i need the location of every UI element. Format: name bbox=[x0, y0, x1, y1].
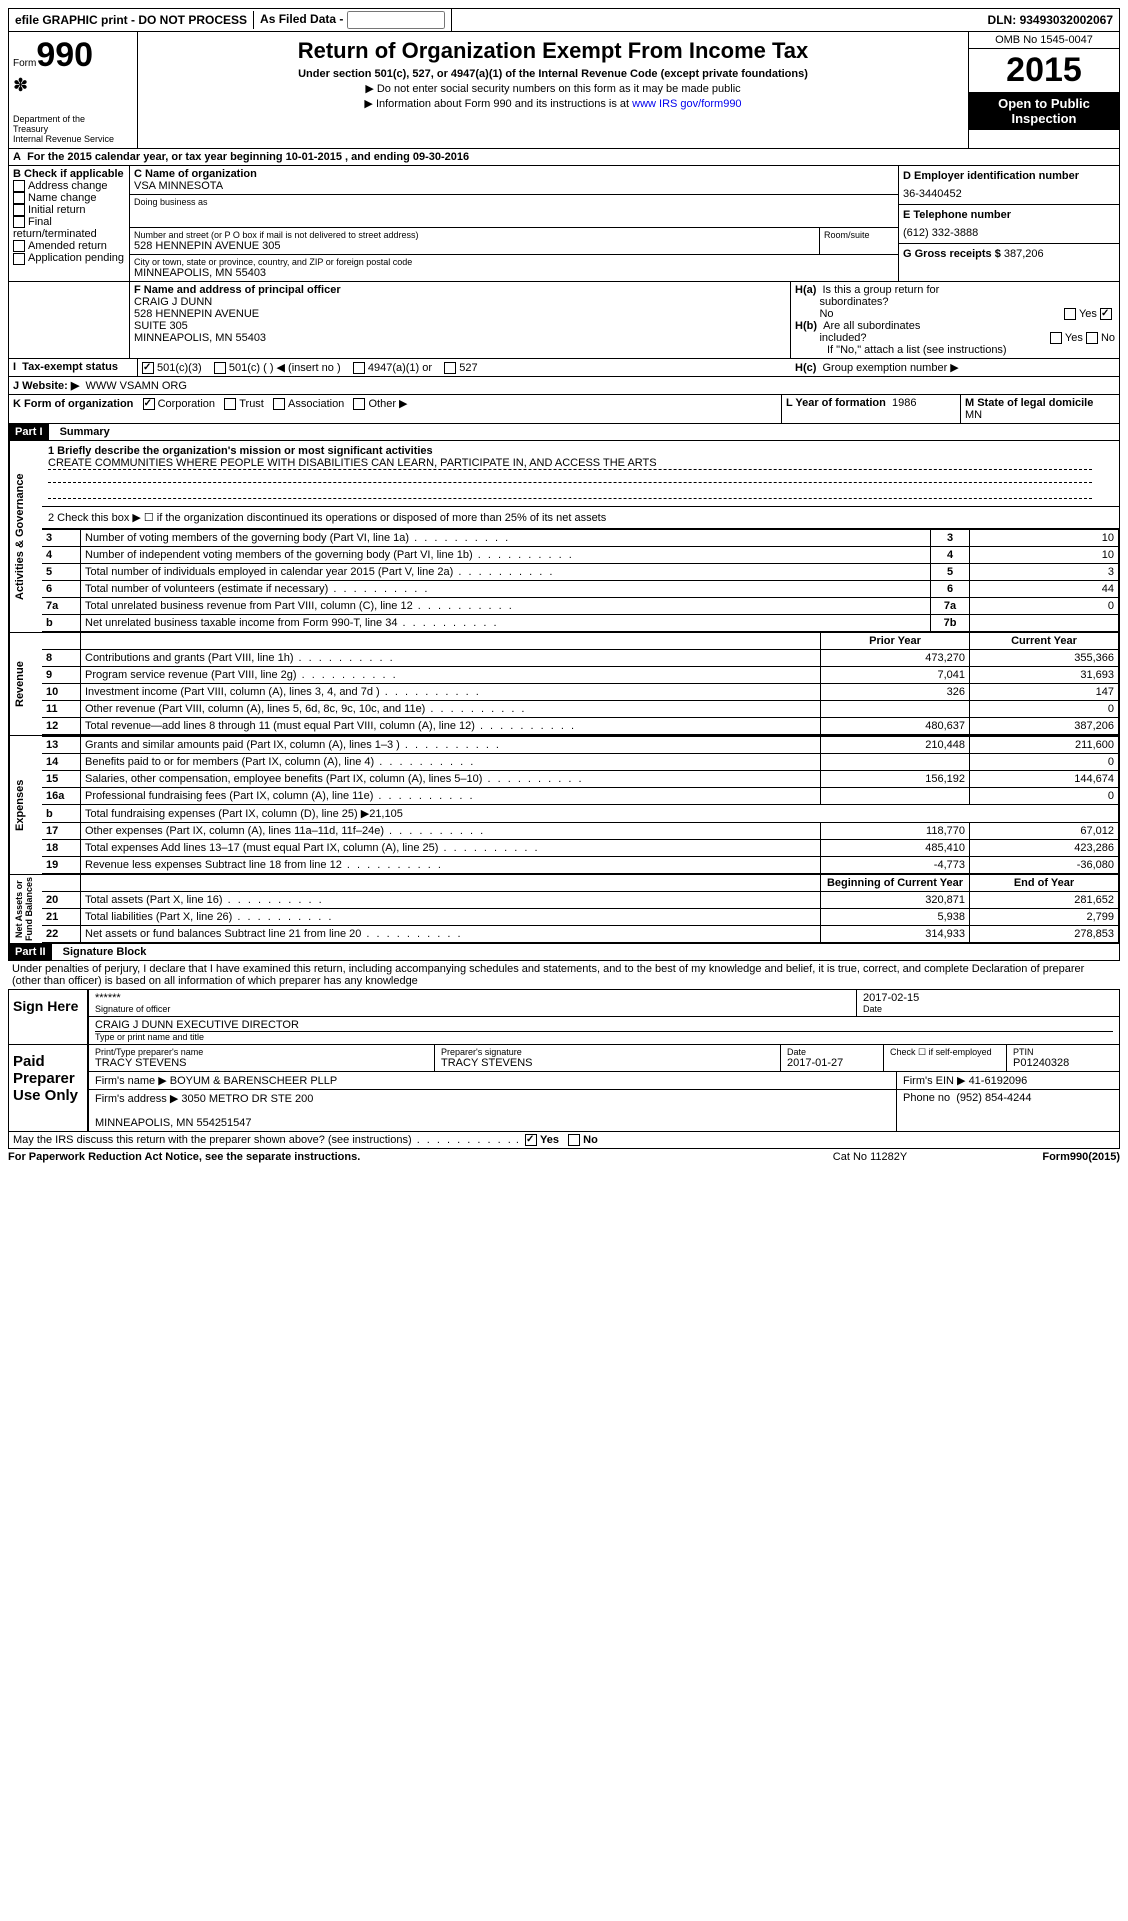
section-h: H(a) Is this a group return for subordin… bbox=[791, 282, 1119, 358]
org-street: 528 HENNEPIN AVENUE 305 bbox=[134, 240, 815, 252]
org-name: VSA MINNESOTA bbox=[134, 180, 894, 192]
officer-name: CRAIG J DUNN EXECUTIVE DIRECTOR bbox=[95, 1019, 1113, 1032]
section-c: C Name of organization VSA MINNESOTA Doi… bbox=[130, 166, 899, 281]
cat-no: Cat No 11282Y bbox=[770, 1151, 970, 1163]
line-l: L Year of formation 1986 bbox=[782, 395, 961, 423]
form-number: 990 bbox=[36, 36, 93, 74]
form-note2: ▶ Information about Form 990 and its ins… bbox=[146, 97, 960, 110]
open-inspection: Open to Public Inspection bbox=[969, 92, 1119, 130]
phone: (612) 332-3888 bbox=[903, 227, 1115, 239]
vlabel-netassets: Net Assets orFund Balances bbox=[9, 875, 42, 943]
line-i-opts: 501(c)(3) 501(c) ( ) ◀ (insert no ) 4947… bbox=[138, 359, 791, 376]
form-note1: ▶ Do not enter social security numbers o… bbox=[146, 82, 960, 95]
firm-ein: 41-6192096 bbox=[969, 1075, 1028, 1087]
efile-label: efile GRAPHIC print - DO NOT PROCESS bbox=[9, 11, 254, 29]
part2-title: Signature Block bbox=[55, 946, 147, 958]
firm-name: BOYUM & BARENSCHEER PLLP bbox=[170, 1075, 338, 1087]
dept-label: Department of theTreasuryInternal Revenu… bbox=[13, 114, 133, 144]
asfiled-input[interactable] bbox=[347, 11, 445, 29]
line-k: K Form of organization Corporation Trust… bbox=[9, 395, 782, 423]
checkbox-application-pending[interactable]: Application pending bbox=[13, 252, 125, 264]
section-f: F Name and address of principal officer … bbox=[130, 282, 791, 358]
firm-phone: (952) 854-4244 bbox=[956, 1092, 1031, 1104]
line-m: M State of legal domicileMN bbox=[961, 395, 1119, 423]
expenses-table: 13Grants and similar amounts paid (Part … bbox=[42, 736, 1119, 874]
discuss-question: May the IRS discuss this return with the… bbox=[9, 1132, 1119, 1148]
line2: 2 Check this box ▶ ☐ if the organization… bbox=[42, 507, 1119, 529]
checkbox-final-return-terminated[interactable]: Final return/terminated bbox=[13, 216, 125, 240]
checkbox-address-change[interactable]: Address change bbox=[13, 180, 125, 192]
irs-link[interactable]: www IRS gov/form990 bbox=[632, 98, 741, 110]
declaration: Under penalties of perjury, I declare th… bbox=[8, 961, 1120, 989]
paid-preparer-label: Paid Preparer Use Only bbox=[9, 1045, 87, 1131]
ptin: P01240328 bbox=[1013, 1057, 1113, 1069]
form-header: Form990 ✽ Department of theTreasuryInter… bbox=[8, 32, 1120, 149]
line-i-label: I Tax-exempt status bbox=[9, 359, 138, 376]
gross-receipts: 387,206 bbox=[1004, 248, 1044, 260]
line1-label: 1 Briefly describe the organization's mi… bbox=[48, 445, 433, 457]
preparer-sig: TRACY STEVENS bbox=[441, 1057, 774, 1069]
ein: 36-3440452 bbox=[903, 188, 1115, 200]
mission-text: CREATE COMMUNITIES WHERE PEOPLE WITH DIS… bbox=[48, 457, 1092, 470]
form-subtitle: Under section 501(c), 527, or 4947(a)(1)… bbox=[146, 68, 960, 80]
asfiled-label: As Filed Data - bbox=[254, 9, 452, 31]
vlabel-expenses: Expenses bbox=[9, 736, 42, 874]
line-hc: H(c) Group exemption number ▶ bbox=[791, 359, 1119, 376]
sig-date: 2017-02-15 bbox=[863, 992, 1113, 1004]
section-deg: D Employer identification number 36-3440… bbox=[899, 166, 1119, 281]
dln: DLN: 93493032002067 bbox=[982, 11, 1119, 29]
form-footer: Form990(2015) bbox=[970, 1151, 1120, 1163]
firm-city: MINNEAPOLIS, MN 554251547 bbox=[95, 1117, 252, 1129]
top-bar: efile GRAPHIC print - DO NOT PROCESS As … bbox=[8, 8, 1120, 32]
form-title: Return of Organization Exempt From Incom… bbox=[146, 38, 960, 64]
checkbox-initial-return[interactable]: Initial return bbox=[13, 204, 125, 216]
omb-number: OMB No 1545-0047 bbox=[969, 32, 1119, 49]
part1-title: Summary bbox=[52, 426, 110, 438]
vlabel-governance: Activities & Governance bbox=[9, 441, 42, 632]
part1-header: Part I bbox=[9, 424, 49, 440]
part2-header: Part II bbox=[9, 944, 52, 960]
sig-stars: ****** bbox=[95, 992, 850, 1004]
firm-addr: 3050 METRO DR STE 200 bbox=[181, 1093, 313, 1105]
governance-table: 3Number of voting members of the governi… bbox=[42, 529, 1119, 632]
paperwork-notice: For Paperwork Reduction Act Notice, see … bbox=[8, 1151, 770, 1163]
revenue-table: Prior Year Current Year 8Contributions a… bbox=[42, 633, 1119, 735]
preparer-name: TRACY STEVENS bbox=[95, 1057, 428, 1069]
checkbox-amended-return[interactable]: Amended return bbox=[13, 240, 125, 252]
form-label: Form bbox=[13, 58, 36, 69]
line-j: J Website: ▶ WWW VSAMN ORG bbox=[9, 377, 791, 394]
vlabel-revenue: Revenue bbox=[9, 633, 42, 735]
section-b: B Check if applicable Address changeName… bbox=[9, 166, 130, 281]
balance-table: Beginning of Current Year End of Year 20… bbox=[42, 875, 1119, 943]
sign-here-label: Sign Here bbox=[9, 990, 87, 1044]
prep-date: 2017-01-27 bbox=[787, 1057, 877, 1069]
tax-year: 2015 bbox=[969, 49, 1119, 92]
line-a: A For the 2015 calendar year, or tax yea… bbox=[8, 149, 1120, 166]
checkbox-name-change[interactable]: Name change bbox=[13, 192, 125, 204]
check-self: Check ☐ if self-employed bbox=[884, 1045, 1007, 1071]
org-city: MINNEAPOLIS, MN 55403 bbox=[134, 267, 894, 279]
